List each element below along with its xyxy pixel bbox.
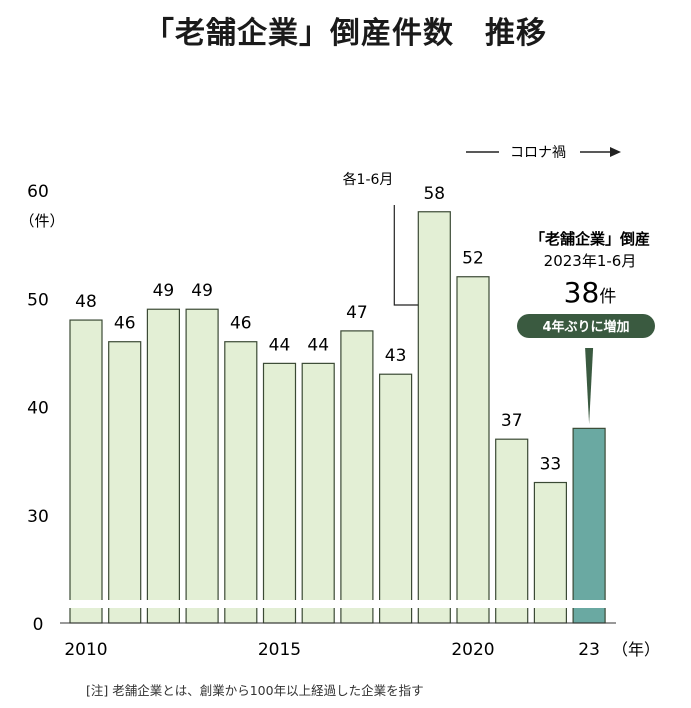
axis-break-band (66, 600, 616, 608)
x-tick-label: 2020 (451, 640, 494, 660)
bar (185, 308, 219, 624)
bar (340, 330, 374, 624)
bar-value-label: 46 (230, 314, 252, 334)
bar (146, 308, 180, 624)
callout-heading: 「老舗企業」倒産 (530, 230, 650, 248)
bar (417, 211, 451, 624)
x-tick-label: 2010 (64, 640, 107, 660)
corona-label: コロナ禍 (510, 145, 566, 161)
x-tick-label: 2015 (258, 640, 301, 660)
callout-period: 2023年1-6月 (544, 252, 637, 270)
bar (379, 373, 413, 624)
arrow-head-icon (610, 147, 621, 157)
bar (224, 341, 258, 624)
y-tick-label: 50 (27, 290, 49, 310)
bar-value-label: 44 (307, 335, 329, 355)
bar (108, 341, 142, 624)
x-tick-label: 23 (578, 640, 600, 660)
bar (301, 362, 335, 624)
bar (69, 319, 103, 624)
chart-title: 「老舗企業」倒産件数 推移 (144, 16, 547, 51)
bar-value-label: 49 (153, 281, 175, 301)
bar-value-label: 37 (501, 411, 523, 431)
bar-value-label: 33 (540, 455, 562, 475)
bar (533, 481, 568, 624)
y-tick-label: 40 (27, 399, 49, 419)
y-tick-label: 0 (33, 615, 44, 635)
bar (495, 438, 529, 624)
bar-value-label: 48 (75, 292, 97, 312)
bar-value-label: 44 (269, 335, 291, 355)
y-tick-label: 30 (27, 507, 49, 527)
callout-pointer (585, 348, 594, 424)
callout-badge (517, 314, 655, 338)
callout-value: 38件 (564, 276, 617, 309)
bar-value-label: 47 (346, 303, 368, 323)
bar-value-label: 58 (423, 184, 445, 204)
bar-value-label: 49 (191, 281, 213, 301)
y-unit-label: （件） (19, 212, 64, 230)
footnote: [注] 老舗企業とは、創業から100年以上経過した企業を指す (86, 683, 424, 698)
period-label: 各1-6月 (343, 172, 394, 188)
bar-highlight (572, 427, 606, 624)
x-unit-label: （年） (612, 640, 660, 659)
callout-badge-text: 4年ぶりに増加 (542, 319, 629, 335)
bar-value-label: 52 (462, 249, 484, 269)
bar (456, 276, 490, 624)
period-bracket (393, 205, 419, 306)
bar-value-label: 43 (385, 346, 407, 366)
y-tick-label: 60 (27, 182, 49, 202)
bar (262, 362, 297, 624)
bar-value-label: 46 (114, 314, 136, 334)
